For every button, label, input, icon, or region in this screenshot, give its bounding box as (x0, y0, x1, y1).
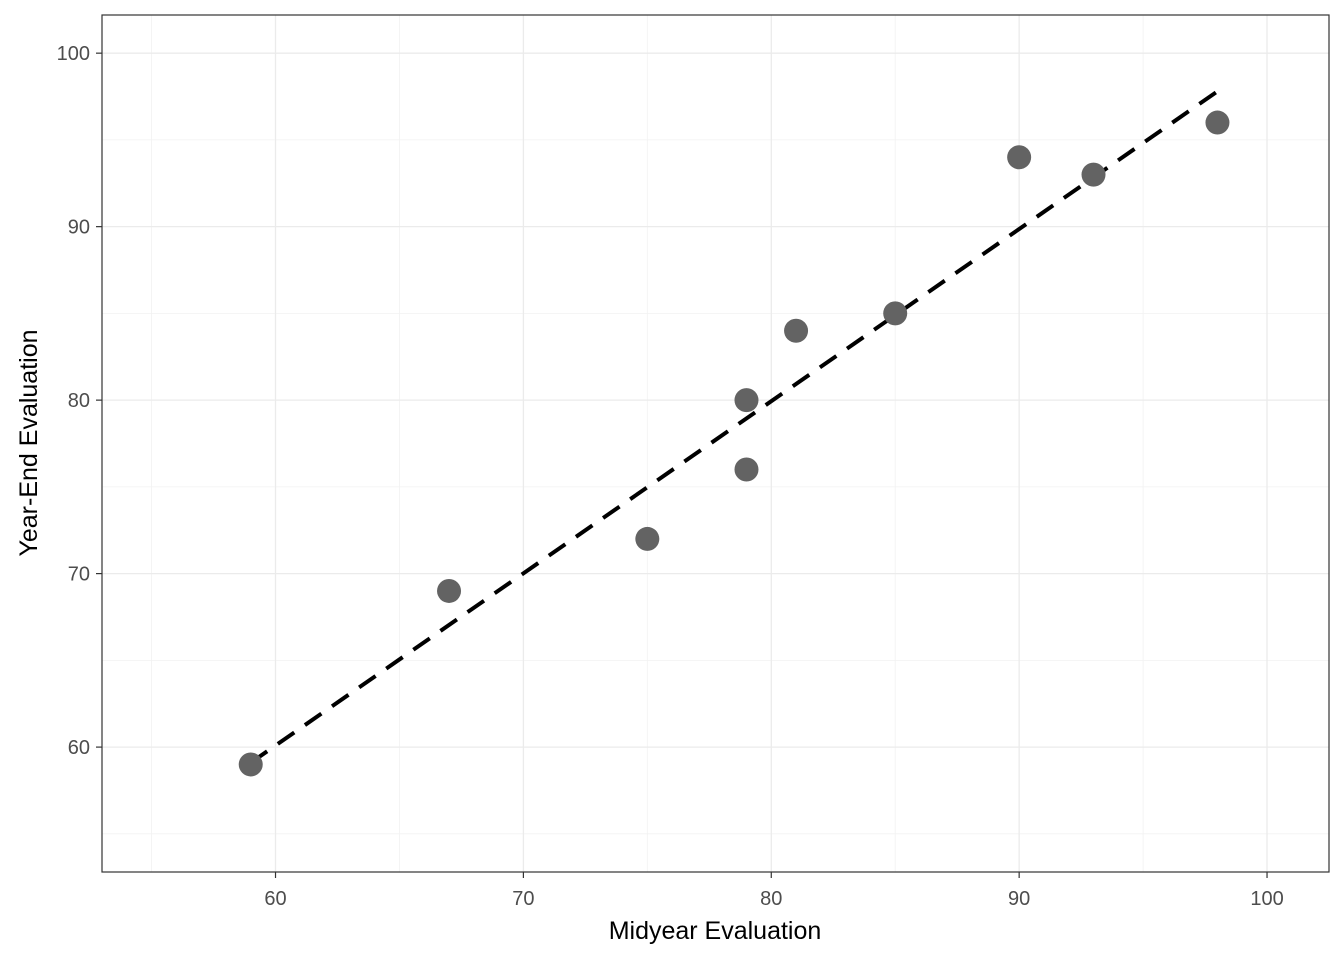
data-point (635, 526, 660, 551)
fit-line (249, 89, 1219, 765)
y-tick-label: 90 (68, 217, 90, 239)
x-tick-label: 70 (512, 888, 534, 910)
data-point (734, 457, 759, 482)
y-tick-label: 80 (68, 390, 90, 412)
x-tick-label: 80 (760, 888, 782, 910)
data-point (1007, 145, 1032, 170)
panel-border (101, 14, 1330, 873)
x-tick-label: 60 (264, 888, 286, 910)
fit-line-layer (249, 89, 1219, 765)
y-tick-label: 100 (57, 43, 90, 65)
data-point (1081, 162, 1106, 187)
x-tick-label: 90 (1008, 888, 1030, 910)
data-point (883, 301, 908, 326)
y-tick-label: 70 (68, 564, 90, 586)
data-point (437, 578, 462, 603)
x-tick-label: 100 (1250, 888, 1283, 910)
points-layer (238, 110, 1230, 777)
y-axis: 60 70 80 90 100 (57, 43, 102, 759)
data-point (734, 388, 759, 413)
y-tick-label: 60 (68, 737, 90, 759)
grid (102, 15, 1329, 872)
data-point (238, 752, 263, 777)
x-axis: 60 70 80 90 100 (264, 872, 1284, 910)
data-point (1205, 110, 1230, 135)
x-axis-title: Midyear Evaluation (609, 917, 822, 945)
y-axis-title: Year-End Evaluation (15, 329, 43, 556)
data-point (784, 318, 809, 343)
